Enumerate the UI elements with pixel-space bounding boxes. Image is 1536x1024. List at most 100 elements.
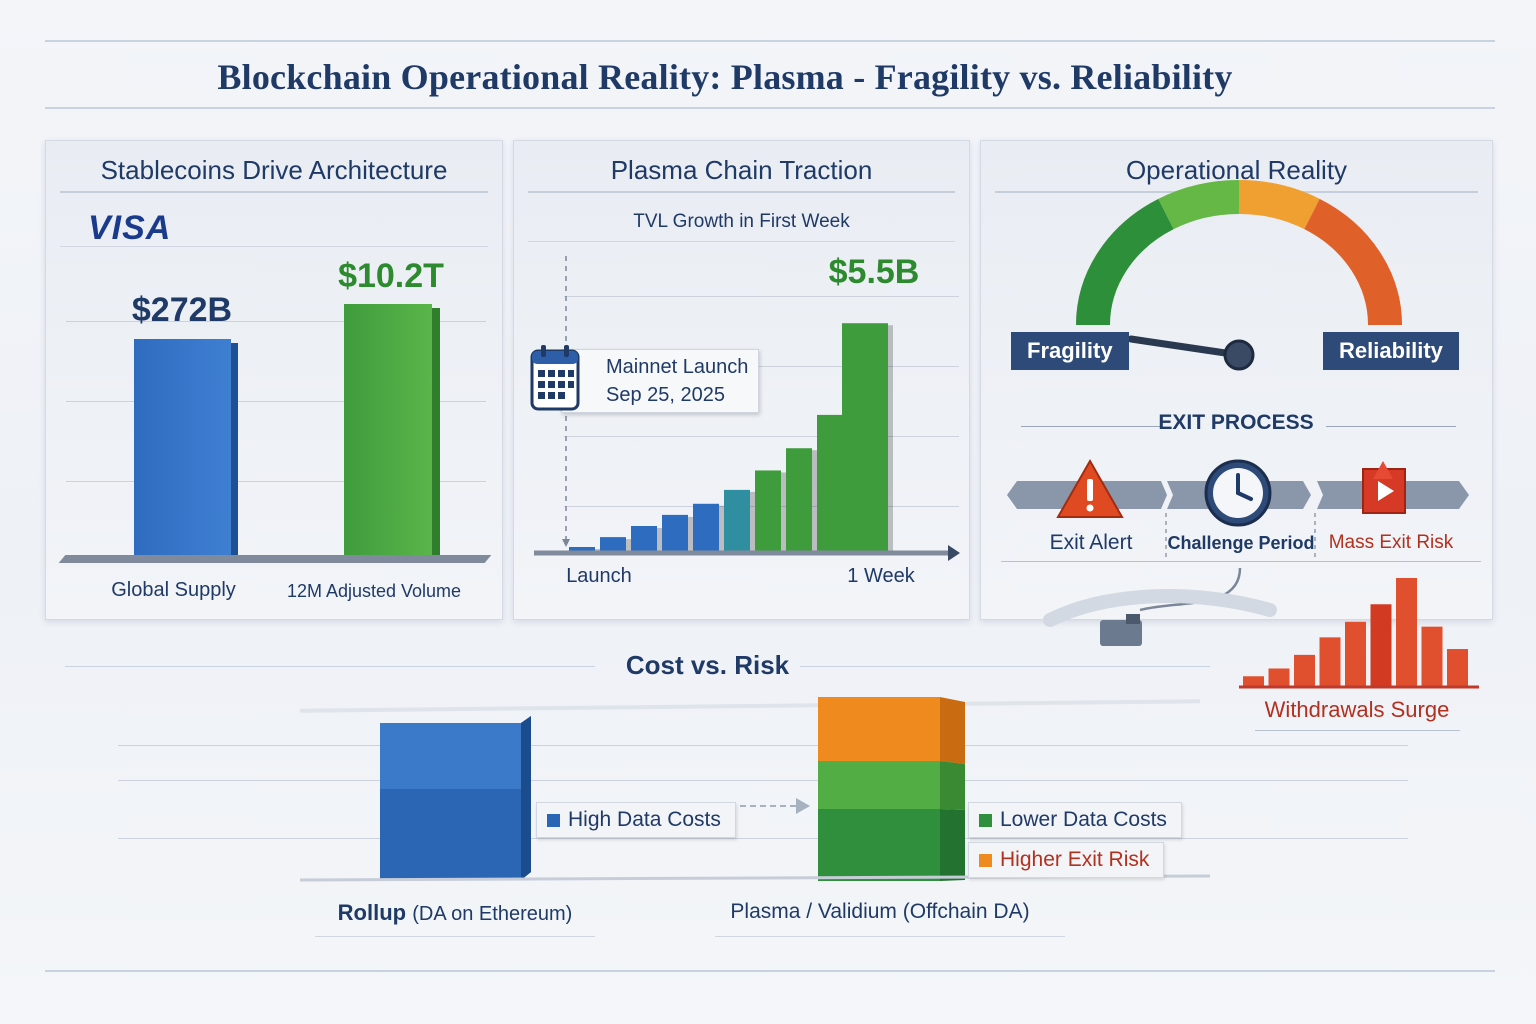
traction-title-rule: [528, 191, 955, 193]
x-end-label: 1 Week: [847, 565, 915, 587]
clock-icon: [1204, 459, 1272, 527]
tvl-bar-side-0: [595, 549, 600, 551]
tvl-bar-0: [569, 547, 595, 551]
gridline: [564, 296, 959, 297]
steps-underline: [1001, 561, 1481, 562]
traction-title: Plasma Chain Traction: [610, 155, 873, 185]
tvl-bar-side-3: [688, 516, 693, 551]
gauge: [1075, 179, 1403, 371]
operational-title: Operational Reality: [1125, 155, 1348, 185]
exit-risk-icon: [1362, 461, 1406, 514]
cost-risk-title: Cost vs. Risk: [625, 650, 790, 680]
adjusted-volume-value: $10.2T: [338, 257, 444, 295]
exit-process-flow: [1007, 458, 1469, 561]
x-axis-arrow: [948, 545, 960, 561]
legend-high-data-costs-text: High Data Costs: [568, 808, 721, 831]
gridline: [564, 436, 959, 437]
callout-line-2: Sep 25, 2025: [606, 384, 725, 406]
legend-lower-data-costs-text: Lower Data Costs: [1000, 808, 1167, 831]
page-title: Blockchain Operational Reality: Plasma -…: [217, 57, 1233, 97]
rollup-bar: [380, 716, 531, 880]
stablecoins-title-rule: [60, 191, 488, 193]
tvl-bar-7: [786, 448, 812, 551]
title-rule: [45, 107, 1495, 109]
global-supply-value: $272B: [131, 291, 233, 329]
gauge-hub: [1223, 339, 1255, 371]
step-mass-exit-risk: Mass Exit Risk: [1328, 532, 1454, 553]
gridline: [66, 321, 486, 322]
plasma-label: Plasma / Validium (Offchain DA): [730, 900, 1030, 923]
tvl-bar-side-9: [888, 325, 893, 551]
cost-rule-right: [800, 666, 1210, 667]
step-exit-alert: Exit Alert: [1049, 531, 1133, 554]
visa-rule: [60, 246, 488, 247]
plasma-underline: [715, 936, 1065, 937]
gridline: [66, 481, 486, 482]
tvl-bar-3: [662, 514, 688, 551]
adjusted-volume-bar: [344, 304, 432, 563]
withdrawal-bar-3: [1319, 637, 1341, 686]
tvl-bar-1: [600, 537, 626, 551]
subtitle-rule: [528, 241, 955, 242]
visa-logo: VISA: [88, 209, 172, 247]
withdrawal-bar-4: [1345, 621, 1366, 686]
withdrawal-bar-5: [1370, 604, 1392, 686]
gridline: [66, 401, 486, 402]
tvl-bar-8: [817, 414, 843, 551]
legend-swatch-blue: [547, 813, 560, 827]
plasma-bar: [818, 697, 965, 881]
launch-marker-arrow: [562, 539, 570, 547]
calendar-icon: [530, 345, 580, 411]
gridline: [118, 838, 1408, 839]
tvl-bar-2: [631, 526, 657, 551]
adjusted-volume-label: 12M Adjusted Volume: [286, 581, 462, 601]
stablecoins-title: Stablecoins Drive Architecture: [100, 155, 448, 185]
tvl-bar-9: [842, 323, 888, 551]
operational-panel: Operational Reality Fragility Reliabilit…: [980, 140, 1493, 620]
tvl-bar-5: [724, 489, 750, 551]
step-challenge-period: Challenge Period: [1167, 533, 1315, 553]
bottom-rule: [45, 970, 1495, 972]
adjusted-volume-bar-side: [432, 308, 440, 563]
gauge-green-dark: [1075, 198, 1175, 326]
mainnet-callout: Mainnet Launch Sep 25, 2025: [561, 349, 759, 413]
plasma-segment-exit-risk: [818, 697, 940, 761]
withdrawal-bar-6: [1396, 578, 1417, 686]
legend-swatch-green: [979, 813, 992, 827]
tvl-bar-side-2: [657, 528, 662, 551]
tvl-bar-side-5: [750, 491, 755, 551]
tvl-bar-side-6: [781, 472, 786, 551]
callout-line-1: Mainnet Launch: [606, 356, 749, 378]
global-supply-bar-side: [231, 343, 238, 563]
gauge-red: [1303, 198, 1403, 326]
withdrawal-bar-1: [1268, 668, 1290, 686]
withdrawal-bar-7: [1421, 626, 1443, 686]
exit-rule-left: [1021, 426, 1161, 427]
gauge-orange: [1238, 179, 1320, 230]
gridline: [564, 366, 959, 367]
peak-value: $5.5B: [828, 253, 920, 291]
rollup-label-strong: Rollup: [337, 900, 407, 925]
gauge-green-light: [1158, 179, 1240, 230]
gridline: [118, 780, 1408, 781]
rollup-label: Rollup (DA on Ethereum): [300, 900, 610, 926]
global-supply-bar: [134, 339, 231, 563]
rollup-label-rest: (DA on Ethereum): [412, 903, 573, 925]
fragility-tag: Fragility: [1011, 332, 1129, 370]
tvl-bar-side-1: [626, 539, 631, 551]
withdrawals-chart: [1239, 578, 1479, 689]
legend-swatch-orange: [979, 853, 992, 867]
tvl-chart: [534, 256, 960, 561]
x-start-label: Launch: [566, 565, 632, 587]
plasma-segment-data-cost: [818, 809, 940, 881]
plasma-segment-upper: [818, 761, 940, 809]
legend-lower-data-costs: Lower Data Costs: [968, 802, 1182, 838]
gridline: [118, 745, 1408, 746]
compare-arrow-head: [796, 798, 810, 814]
withdrawal-bar-8: [1447, 649, 1468, 686]
global-supply-label: Global Supply: [111, 579, 236, 601]
tvl-bar-side-7: [812, 450, 817, 551]
legend-high-data-costs: High Data Costs: [536, 802, 736, 838]
exit-rule-right: [1326, 426, 1456, 427]
